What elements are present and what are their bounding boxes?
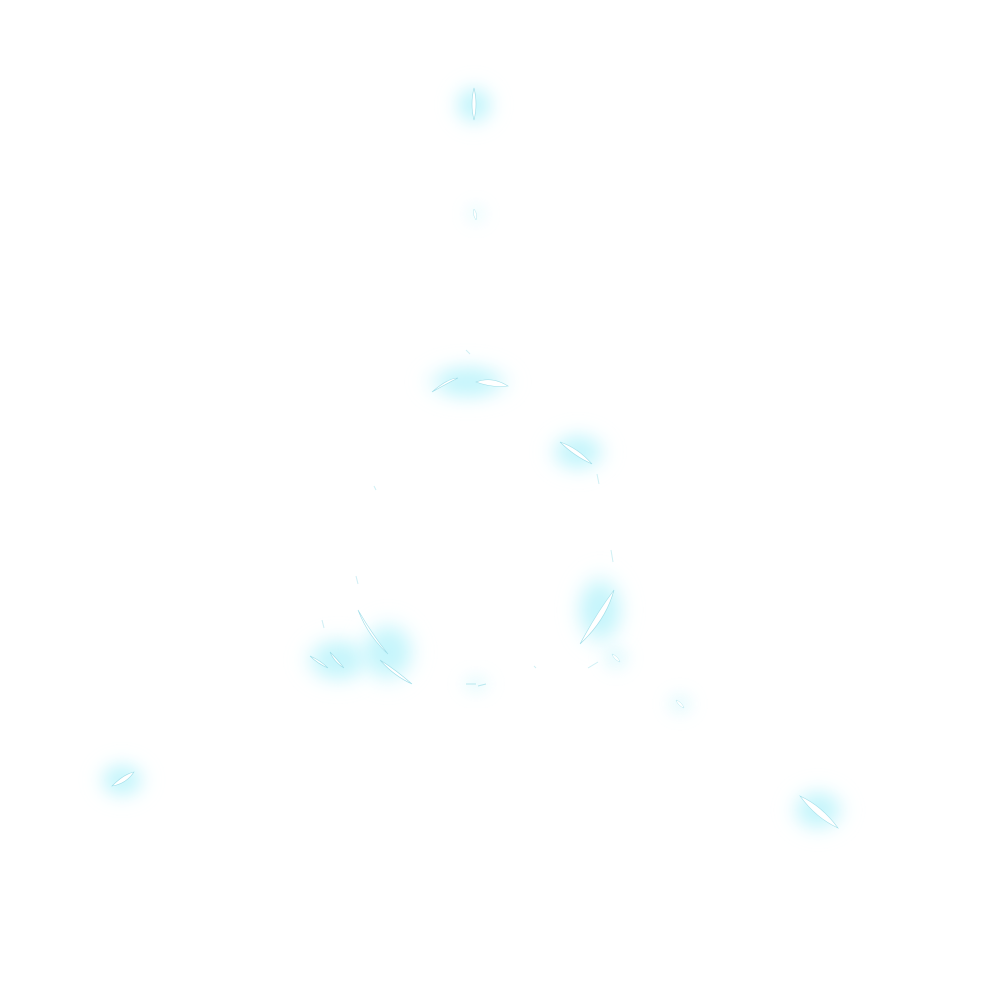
sparkle-lower-right <box>600 642 632 674</box>
sparkle-far-right <box>784 782 852 838</box>
sparkle-far-left <box>92 756 152 804</box>
sparkle-lower-left-inner <box>352 485 424 692</box>
sparkle-top-small <box>464 202 488 226</box>
sparkle-bottom-center <box>458 665 537 696</box>
sparkle-right-middle <box>568 549 632 669</box>
sparkle-right-small <box>664 690 696 718</box>
sparkle-top <box>448 79 500 131</box>
sparkle-upper-center <box>416 349 520 406</box>
sparkle-upper-right <box>542 426 614 485</box>
